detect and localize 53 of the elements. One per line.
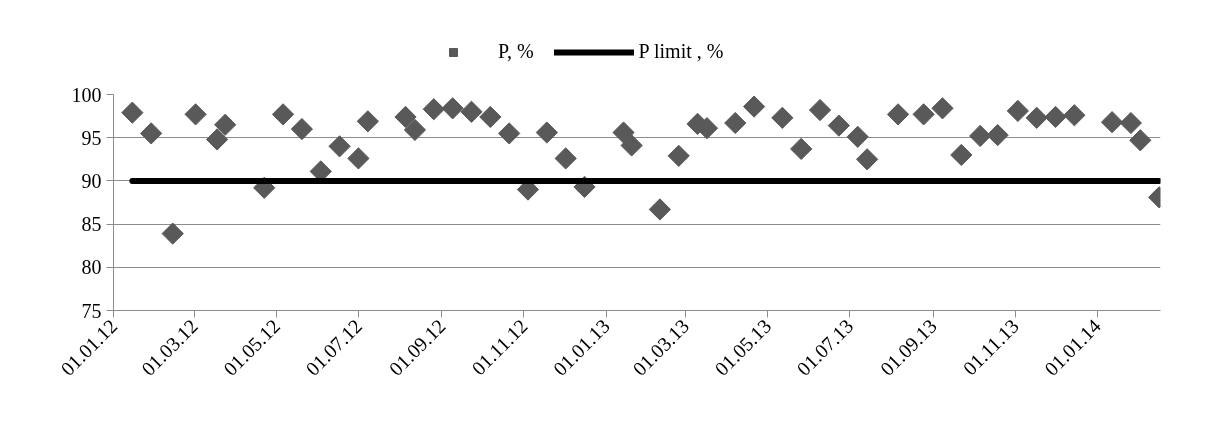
point xyxy=(441,97,464,120)
legend-label: P, % xyxy=(498,40,534,63)
point xyxy=(422,98,445,121)
point xyxy=(969,124,992,148)
y-tick-label: 100 xyxy=(71,83,102,106)
point xyxy=(886,103,910,126)
point xyxy=(808,98,832,122)
point xyxy=(356,110,379,133)
point xyxy=(742,95,766,118)
point xyxy=(648,198,671,221)
point xyxy=(184,103,207,126)
point xyxy=(1129,129,1152,152)
point xyxy=(460,100,483,123)
point xyxy=(931,97,954,120)
y-tick-label: 75 xyxy=(81,299,102,322)
point xyxy=(1100,111,1124,134)
point xyxy=(394,105,417,129)
point xyxy=(846,125,869,148)
point xyxy=(498,122,521,145)
point xyxy=(206,128,229,151)
point xyxy=(771,106,794,129)
point xyxy=(724,111,747,135)
legend-label: P limit , % xyxy=(638,40,724,63)
point xyxy=(554,147,577,170)
point xyxy=(140,122,163,145)
y-tick-label: 80 xyxy=(81,256,102,279)
point xyxy=(986,124,1009,147)
point xyxy=(856,148,879,171)
point xyxy=(121,101,144,124)
y-tick-label: 85 xyxy=(81,213,102,236)
point xyxy=(620,134,643,157)
point xyxy=(950,143,973,167)
point xyxy=(1006,99,1029,123)
point xyxy=(667,144,690,167)
point xyxy=(403,118,427,142)
point xyxy=(347,147,370,170)
y-tick-label: 95 xyxy=(81,126,102,149)
point xyxy=(1063,104,1086,127)
point xyxy=(535,121,558,144)
point xyxy=(827,114,850,137)
point xyxy=(912,103,935,126)
point xyxy=(1119,111,1142,135)
point xyxy=(790,137,813,161)
point xyxy=(1025,106,1048,129)
point xyxy=(479,105,502,129)
point xyxy=(161,222,184,245)
point xyxy=(328,135,351,158)
point xyxy=(612,121,635,144)
point xyxy=(271,103,295,126)
point xyxy=(214,113,237,136)
y-tick-label: 90 xyxy=(81,169,102,192)
point xyxy=(290,117,314,141)
point xyxy=(1044,105,1067,129)
